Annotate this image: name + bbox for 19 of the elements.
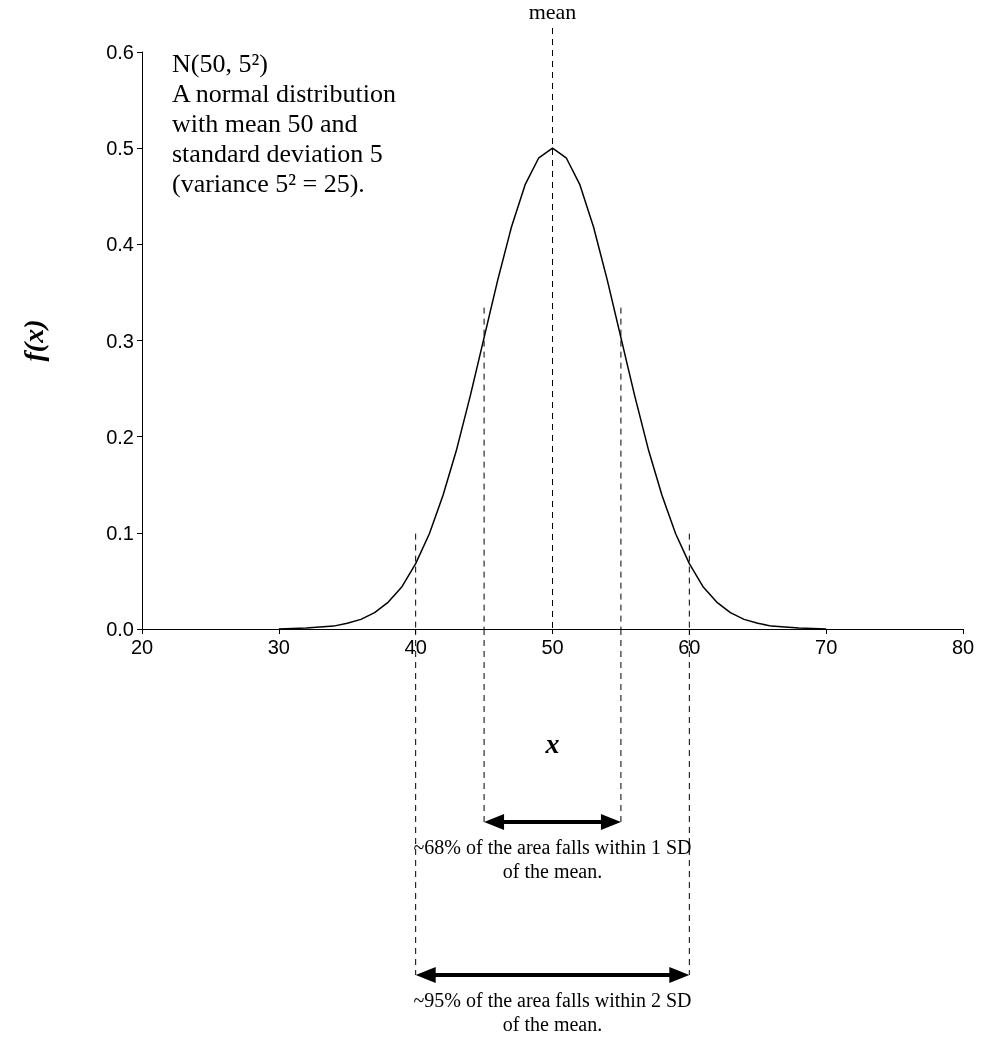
x-tick-label: 50 <box>541 636 564 658</box>
x-tick-label: 60 <box>678 636 701 658</box>
y-tick-label: 0.6 <box>106 41 134 63</box>
y-tick-label: 0.1 <box>106 521 134 544</box>
x-tick-label: 40 <box>404 636 427 658</box>
y-tick-label: 0.2 <box>106 425 134 448</box>
annotation: A normal distribution with mean 50 and standard deviation 5 (variance 5² = 25). <box>172 79 396 198</box>
text: ~95% of the area falls within 2 SD of the mean. <box>413 989 692 1035</box>
ref-line-label: mean <box>528 0 577 24</box>
text: ~68% of the area falls within 1 SD of the mean. <box>413 836 692 882</box>
x-tick-label: 30 <box>267 636 290 658</box>
y-tick-label: 0.4 <box>106 233 134 256</box>
x-tick-label: 70 <box>815 636 838 658</box>
y-tick-label: 0.5 <box>106 137 134 160</box>
x-axis-title: x <box>544 727 560 759</box>
x-tick-label: 80 <box>951 636 975 658</box>
annotation: N(50, 5²) <box>172 49 268 78</box>
y-axis-title: f(x) <box>17 319 49 362</box>
y-tick-label: 0.3 <box>106 329 134 352</box>
